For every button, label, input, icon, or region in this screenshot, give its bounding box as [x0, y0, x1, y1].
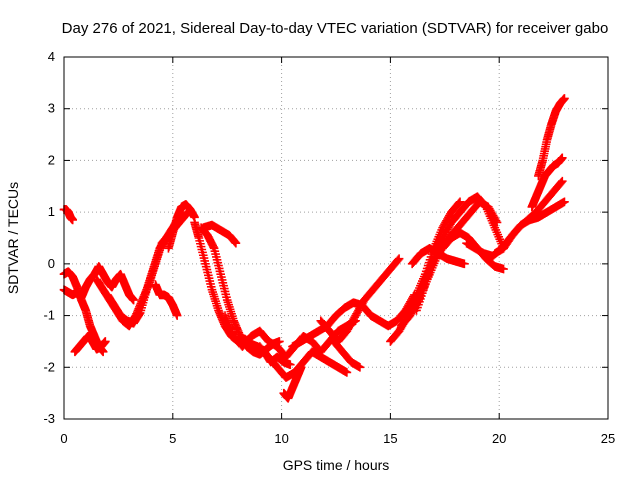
- plot-frame: [63, 56, 609, 420]
- y-tick-label: 3: [48, 101, 55, 116]
- y-tick-label: -3: [43, 411, 55, 426]
- series-sat-t: [412, 192, 508, 315]
- x-tick-label: 25: [601, 431, 615, 446]
- data-point: [342, 368, 352, 377]
- series-sat-d: [70, 331, 110, 357]
- series-sat-y: [527, 153, 567, 212]
- y-tick-label: 1: [48, 204, 55, 219]
- data-point: [558, 153, 567, 163]
- x-tick-label: 15: [383, 431, 397, 446]
- series-sat-n: [279, 362, 306, 403]
- data-series: [59, 94, 569, 403]
- data-point: [454, 198, 464, 208]
- data-point: [296, 362, 306, 372]
- y-tick-label: -1: [43, 308, 55, 323]
- series-sat-a: [59, 205, 78, 225]
- data-point: [98, 347, 108, 357]
- series-sat-z: [534, 94, 569, 181]
- x-axis-label: GPS time / hours: [283, 457, 390, 473]
- data-point: [286, 360, 295, 369]
- data-point: [557, 177, 566, 187]
- x-tick-label: 20: [492, 431, 506, 446]
- series-sat-k: [198, 220, 241, 248]
- series-sat-x: [490, 197, 569, 258]
- data-point: [558, 176, 567, 186]
- y-tick-label: -2: [43, 359, 55, 374]
- series-sat-p: [316, 254, 404, 346]
- series-sat-w: [462, 176, 567, 261]
- y-tick-label: 4: [48, 49, 55, 64]
- data-point: [101, 337, 110, 346]
- data-point: [560, 94, 569, 103]
- chart-title: Day 276 of 2021, Sidereal Day-to-day VTE…: [62, 20, 609, 37]
- axis-ticks: 0 5 10 15 20 25 -3 -2 -1 0 1 2 3 4: [43, 49, 615, 446]
- x-tick-label: 5: [169, 431, 176, 446]
- data-point: [355, 362, 365, 372]
- series-sat-q: [329, 337, 365, 372]
- series-sat-g: [151, 280, 182, 320]
- data-point: [455, 197, 465, 207]
- x-tick-label: 10: [274, 431, 288, 446]
- data-point: [393, 255, 403, 265]
- y-tick-label: 0: [48, 256, 55, 271]
- series-sat-v: [407, 244, 469, 269]
- x-tick-label: 0: [60, 431, 67, 446]
- series-sat-h: [164, 200, 199, 253]
- data-point: [172, 311, 182, 320]
- data-point: [560, 197, 569, 207]
- y-tick-label: 2: [48, 152, 55, 167]
- y-axis-label: SDTVAR / TECUs: [5, 182, 21, 294]
- data-point: [231, 238, 241, 248]
- data-point: [129, 295, 138, 305]
- data-point: [394, 254, 404, 263]
- data-point: [68, 215, 78, 225]
- data-point: [460, 259, 469, 269]
- data-point: [499, 264, 508, 274]
- data-point: [275, 337, 284, 346]
